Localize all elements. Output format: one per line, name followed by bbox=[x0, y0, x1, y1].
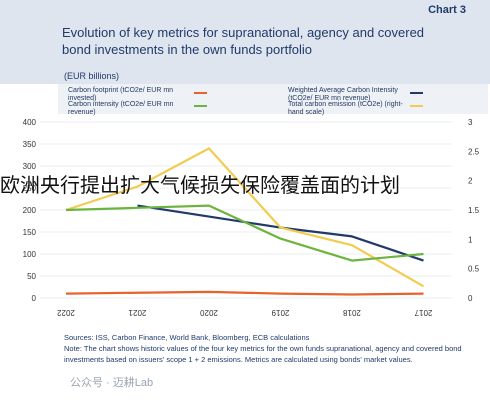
legend: Weighted Average Carbon Intensity (tCO2e… bbox=[58, 84, 488, 116]
chart-number: Chart 3 bbox=[428, 4, 466, 16]
y-right-tick-label: 0.5 bbox=[468, 265, 480, 274]
y-left-tick-label: 50 bbox=[27, 272, 36, 281]
x-axis: 2022 2021 2020 2019 2018 2017 bbox=[57, 308, 433, 317]
legend-label-intensity: Carbon intensity (tCO2e/ EUR mn revenue) bbox=[68, 101, 174, 116]
y-left-tick-label: 150 bbox=[23, 228, 37, 237]
y-left-tick-label: 200 bbox=[23, 206, 37, 215]
x-tick-label: 2021 bbox=[128, 308, 146, 317]
series-line-0 bbox=[137, 204, 424, 262]
legend-swatch-footprint bbox=[194, 92, 207, 94]
y-right-tick-label: 0 bbox=[468, 294, 473, 303]
y-right-tick-label: 2.5 bbox=[468, 147, 480, 156]
legend-label-wac: Weighted Average Carbon Intensity (tCO2e… bbox=[288, 87, 398, 102]
y-left-tick-label: 350 bbox=[23, 140, 37, 149]
y-left-tick-label: 300 bbox=[23, 162, 37, 171]
legend-swatch-intensity bbox=[194, 105, 207, 107]
sources-text: Sources: ISS, Carbon Finance, World Bank… bbox=[64, 333, 310, 342]
note-text: Note: The chart shows historic values of… bbox=[64, 344, 462, 364]
x-tick-label: 2018 bbox=[343, 308, 361, 317]
y-right-tick-label: 1 bbox=[468, 235, 473, 244]
x-tick-label: 2017 bbox=[414, 308, 432, 317]
y-left-tick-label: 100 bbox=[23, 250, 37, 259]
chart-notes: Sources: ISS, Carbon Finance, World Bank… bbox=[64, 332, 484, 365]
y-left-tick-label: 250 bbox=[23, 184, 37, 193]
legend-label-footprint: Carbon footprint (tCO2e/ EUR mn invested… bbox=[68, 87, 174, 102]
series-line-2 bbox=[65, 147, 425, 288]
y-axis-right: 3 2.5 2 1.5 1 0.5 0 bbox=[468, 118, 480, 303]
series-layer bbox=[65, 147, 425, 296]
x-tick-label: 2019 bbox=[271, 308, 289, 317]
unit-label: (EUR billions) bbox=[64, 71, 120, 81]
y-left-tick-label: 0 bbox=[32, 294, 37, 303]
series-line-1 bbox=[65, 290, 424, 296]
x-tick-label: 2020 bbox=[200, 308, 218, 317]
y-left-tick-label: 400 bbox=[23, 118, 37, 127]
gridlines bbox=[40, 121, 452, 299]
x-tick-label: 2022 bbox=[57, 308, 75, 317]
y-axis-left: 400 350 300 250 200 150 100 50 0 bbox=[23, 118, 37, 303]
overlay-headline: 欧洲央行提出扩大气候损失保险覆盖面的计划 bbox=[0, 173, 400, 197]
y-right-tick-label: 2 bbox=[468, 177, 473, 186]
title-band: Chart 3 Evolution of key metrics for sup… bbox=[0, 0, 490, 84]
chart-title: Evolution of key metrics for supranation… bbox=[62, 25, 425, 57]
legend-swatch-wac bbox=[410, 92, 423, 94]
legend-label-emission: Total carbon emission (tCO2e) (right-han… bbox=[288, 101, 403, 116]
series-line-3 bbox=[65, 204, 424, 262]
legend-swatch-emission bbox=[410, 105, 423, 107]
y-right-tick-label: 1.5 bbox=[468, 206, 480, 215]
y-right-tick-label: 3 bbox=[468, 118, 473, 127]
watermark: 公众号 · 迈耕Lab bbox=[70, 377, 154, 389]
